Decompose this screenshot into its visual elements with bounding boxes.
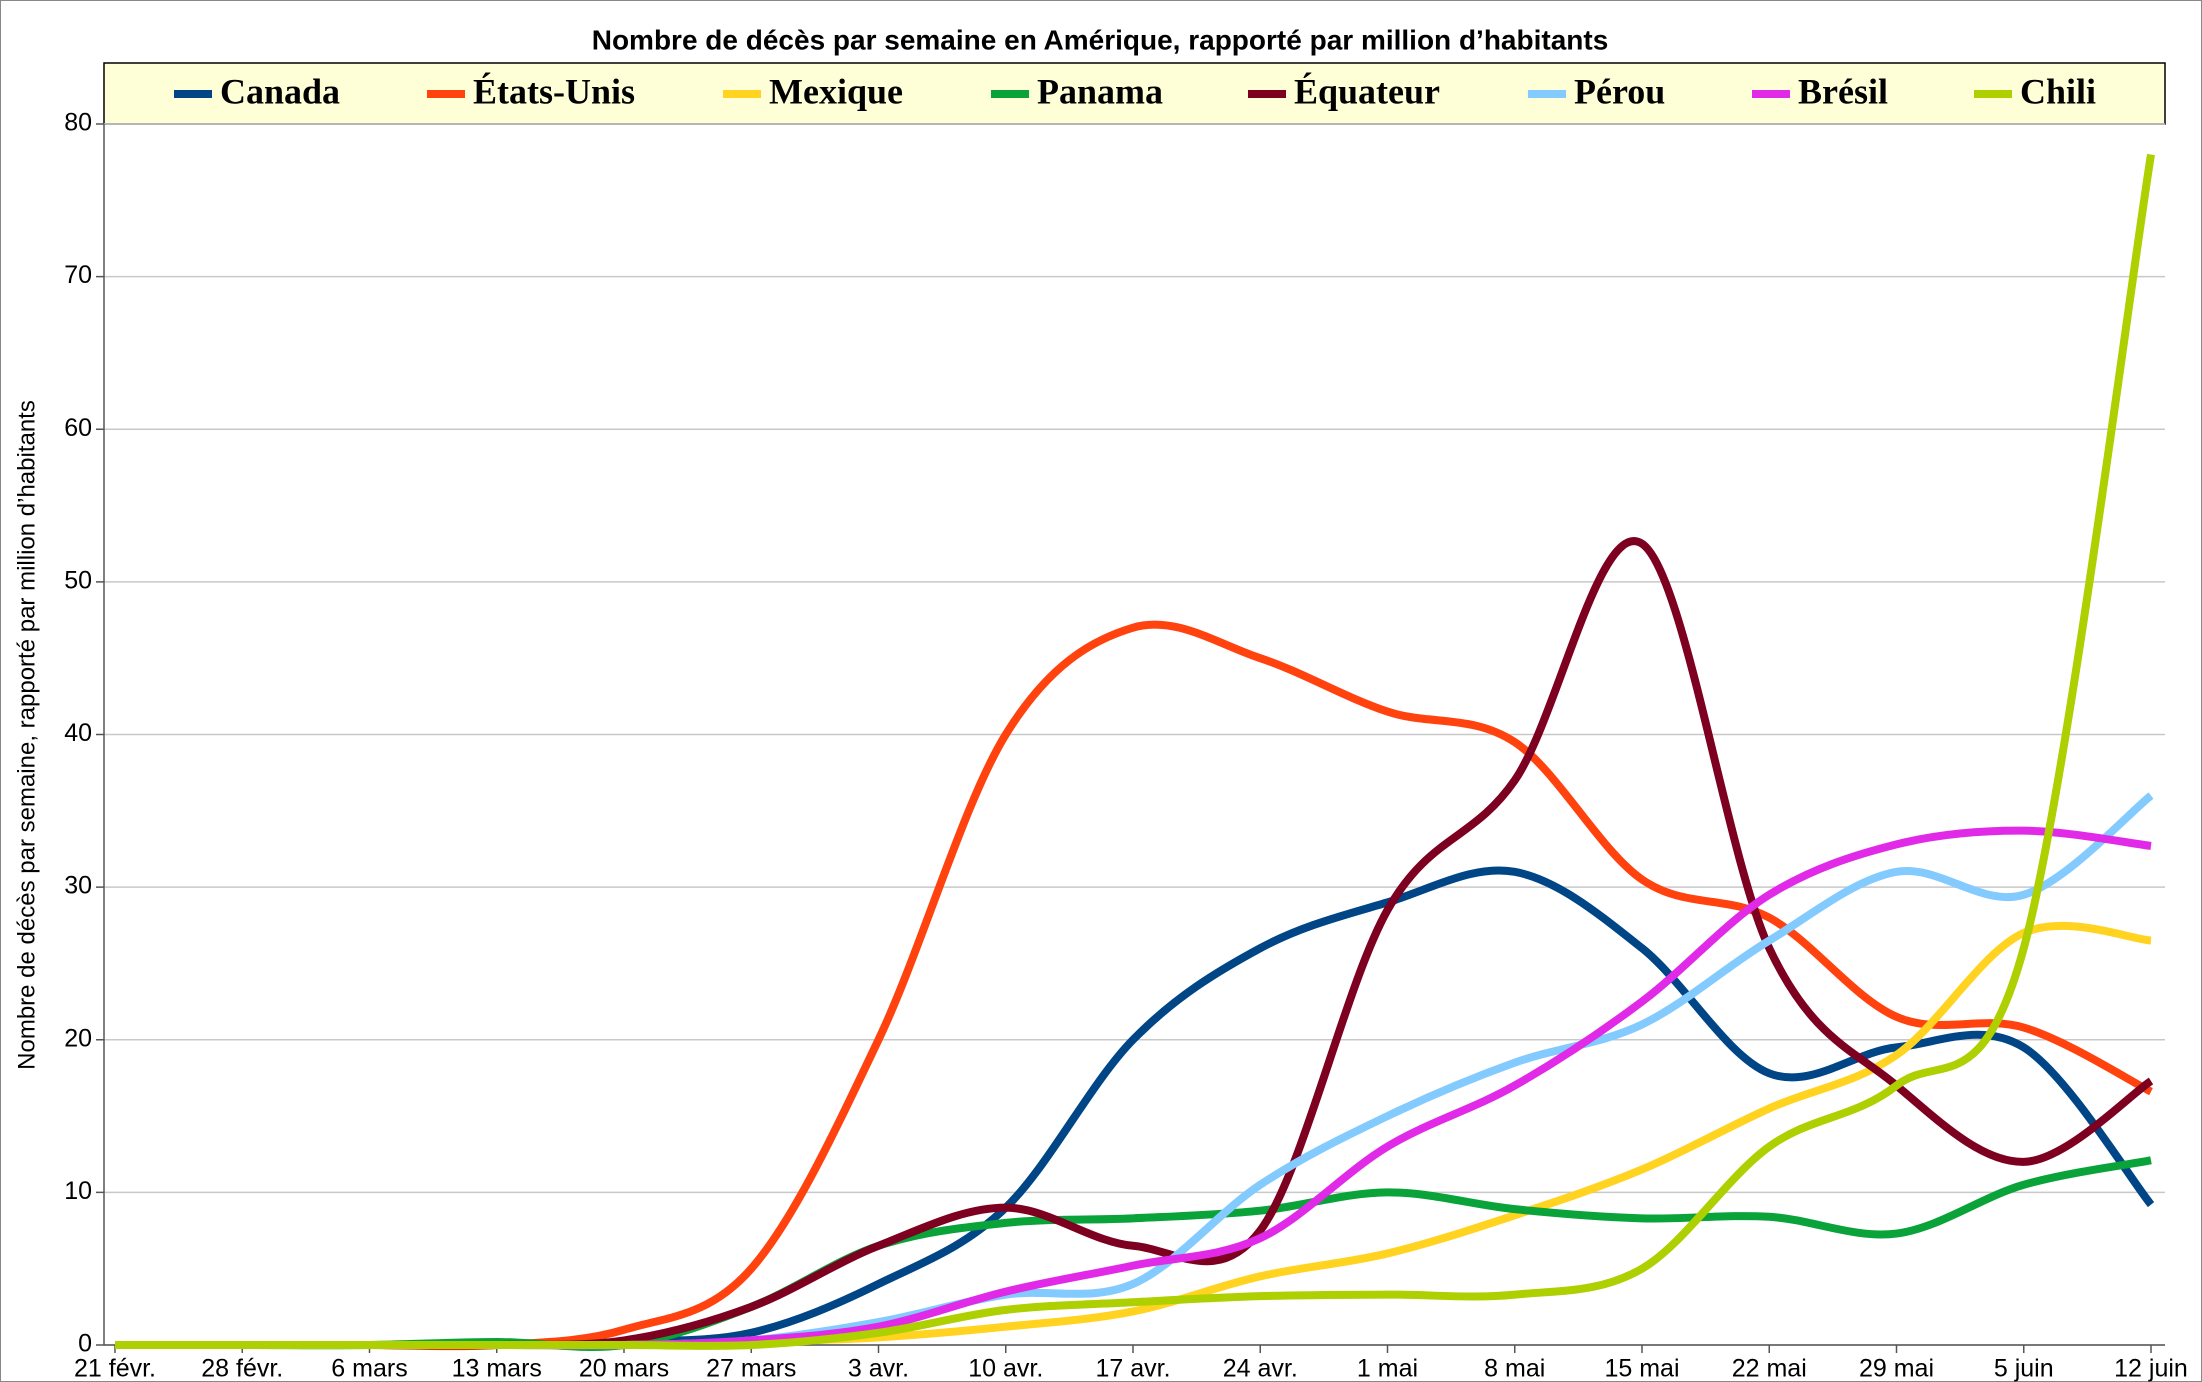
x-tick-label: 20 mars — [579, 1355, 669, 1382]
x-tick-label: 5 juin — [1994, 1355, 2054, 1382]
legend-label: Pérou — [1574, 71, 1665, 111]
y-axis-label: Nombre de décès par semaine, rapporté pa… — [13, 400, 40, 1070]
x-tick-label: 3 avr. — [848, 1355, 909, 1382]
legend-label: Canada — [220, 71, 340, 111]
y-tick-label: 0 — [78, 1330, 92, 1358]
y-tick-label: 70 — [64, 261, 92, 289]
legend-label: États-Unis — [473, 71, 635, 111]
x-tick-label: 8 mai — [1484, 1355, 1545, 1382]
series-line — [114, 153, 2155, 1350]
x-tick-label: 12 juin — [2114, 1355, 2188, 1382]
chart-title: Nombre de décès par semaine en Amérique,… — [592, 24, 1609, 55]
x-tick-label: 29 mai — [1859, 1355, 1934, 1382]
x-tick-label: 1 mai — [1357, 1355, 1418, 1382]
x-tick-label: 27 mars — [706, 1355, 796, 1382]
legend-label: Chili — [2020, 71, 2096, 111]
x-tick-label: 22 mai — [1732, 1355, 1807, 1382]
x-tick-label: 15 mai — [1604, 1355, 1679, 1382]
y-tick-label: 80 — [64, 109, 92, 137]
x-tick-label: 21 févr. — [74, 1355, 156, 1382]
y-tick-label: 50 — [64, 566, 92, 594]
x-tick-label: 28 févr. — [201, 1355, 283, 1382]
x-tick-label: 6 mars — [331, 1355, 407, 1382]
legend-label: Panama — [1037, 71, 1163, 111]
legend-label: Mexique — [769, 71, 903, 111]
legend-label: Brésil — [1798, 71, 1888, 111]
x-tick-label: 17 avr. — [1095, 1355, 1170, 1382]
x-tick-label: 24 avr. — [1223, 1355, 1298, 1382]
y-tick-label: 10 — [64, 1177, 92, 1205]
y-tick-label: 30 — [64, 872, 92, 900]
y-tick-label: 60 — [64, 414, 92, 442]
legend-label: Équateur — [1294, 71, 1440, 111]
y-tick-label: 40 — [64, 719, 92, 747]
y-tick-label: 20 — [64, 1024, 92, 1052]
x-tick-label: 13 mars — [452, 1355, 542, 1382]
x-tick-label: 10 avr. — [968, 1355, 1043, 1382]
